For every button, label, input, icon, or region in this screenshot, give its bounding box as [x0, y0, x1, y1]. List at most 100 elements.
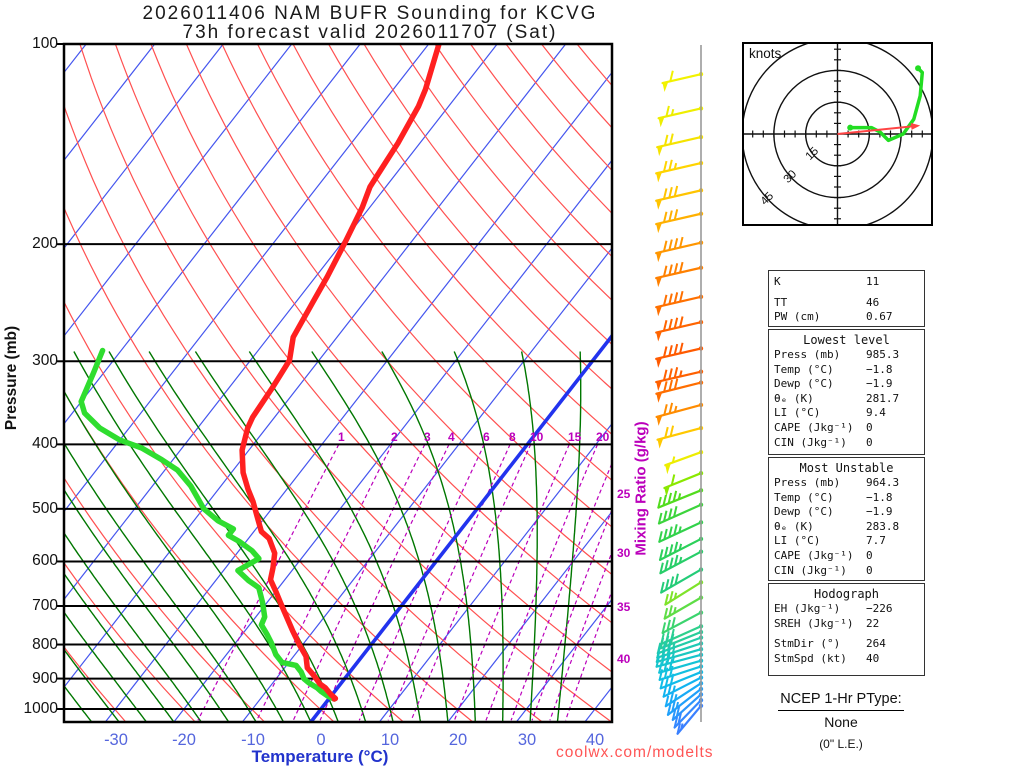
stats-row: K 11 [769, 275, 924, 290]
wind-barb [664, 681, 704, 708]
wind-barb [663, 595, 704, 620]
stats-value: 0 [866, 420, 873, 434]
mixing-ratio-label: 4 [448, 430, 455, 444]
pressure-tick-label: 1000 [23, 700, 58, 717]
wind-barb [657, 488, 704, 509]
pressure-tick-label: 800 [32, 636, 58, 653]
temperature-axis-title: Temperature (°C) [251, 747, 389, 766]
stats-value: 40 [866, 651, 880, 665]
wind-barb [655, 342, 704, 368]
stats-label: Temp (°C) [774, 490, 834, 504]
stats-row: CIN (Jkg⁻¹) 0 [769, 436, 924, 451]
wind-barb [655, 261, 704, 288]
stats-label: LI (°C) [774, 534, 821, 548]
stats-label: K [774, 275, 781, 288]
wind-barb [657, 502, 704, 525]
mixing-ratio-axis-title: Mixing Ratio (g/kg) [632, 421, 650, 556]
wind-barb [655, 209, 704, 234]
wind-barb [655, 236, 704, 263]
wind-barb [655, 185, 704, 210]
pressure-tick-label: 900 [32, 670, 58, 687]
temperature-tick-label: -30 [104, 731, 128, 749]
wind-barb [660, 567, 704, 594]
mixing-ratio-label: 3 [424, 430, 431, 444]
stats-label: CIN (Jkg⁻¹) [774, 435, 847, 449]
stats-row: θₑ (K) 283.8 [769, 520, 924, 535]
stats-value: 283.8 [866, 519, 900, 533]
stats-value: −1.8 [866, 362, 893, 376]
stats-row: SREH (Jkg⁻¹) 22 [769, 617, 924, 632]
wind-barb [664, 450, 704, 475]
hodograph-units-label: knots [749, 46, 782, 61]
mixing-ratio-label: 8 [509, 430, 516, 444]
stats-row: Temp (°C) −1.8 [769, 491, 924, 506]
wind-barb [664, 580, 704, 606]
wind-barb-column [655, 70, 704, 735]
stats-label: CIN (Jkg⁻¹) [774, 563, 847, 577]
stats-value: 281.7 [866, 391, 900, 405]
ptype-heading: NCEP 1-Hr PType: [745, 691, 937, 711]
stats-row: StmSpd (kt) 40 [769, 652, 924, 667]
chart-title-line1: 2026011406 NAM BUFR Sounding for KCVG [142, 3, 598, 24]
pressure-tick-label: 500 [32, 500, 58, 517]
pressure-tick-label: 700 [32, 597, 58, 614]
temperature-tick-label: 10 [380, 731, 400, 749]
wind-barb [658, 664, 704, 681]
wind-barb [655, 402, 704, 426]
mixing-ratio-label-right: 40 [617, 652, 631, 666]
stats-label: TT [774, 295, 788, 309]
stats-row: LI (°C) 7.7 [769, 534, 924, 549]
temperature-trace [239, 44, 442, 702]
ptype-value: None [824, 714, 858, 730]
stats-label: CAPE (Jkg⁻¹) [774, 548, 854, 562]
stats-label: Press (mb) [774, 476, 841, 489]
stats-value: 11 [866, 275, 880, 288]
stats-row: CAPE (Jkg⁻¹) 0 [769, 549, 924, 564]
mixing-ratio-label: 6 [483, 430, 490, 444]
pressure-tick-label: 300 [32, 352, 58, 369]
stats-row: PW (cm) 0.67 [769, 310, 924, 325]
stats-label: Dewp (°C) [774, 377, 834, 391]
stats-value: 46 [866, 295, 880, 309]
stats-row: StmDir (°) 264 [769, 637, 924, 652]
wind-barb [657, 105, 704, 128]
wind-barb [656, 133, 704, 157]
hodograph [742, 42, 933, 226]
stats-value: −1.8 [866, 490, 893, 504]
wind-barb [655, 652, 704, 668]
stats-label: PW (cm) [774, 310, 821, 324]
watermark-link[interactable]: coolwx.com/modelts [556, 744, 714, 761]
stats-row: Temp (°C) −1.8 [769, 363, 924, 378]
wind-barb [673, 698, 704, 729]
dewpoint-trace [78, 347, 338, 702]
stats-label: EH (Jkg⁻¹) [774, 602, 841, 615]
temperature-tick-label: 30 [517, 731, 537, 749]
pressure-tick-label: 400 [32, 435, 58, 452]
stats-value: 264 [866, 637, 886, 651]
pressure-axis-title: Pressure (mb) [3, 325, 20, 431]
chart-title-line2: 73h forecast valid 2026011707 (Sat) [182, 22, 558, 43]
stats-row: θₑ (K) 281.7 [769, 392, 924, 407]
wind-barb [655, 367, 704, 392]
stats-row: TT 46 [769, 296, 924, 311]
stats-value: 0.67 [866, 310, 893, 324]
stats-row: CIN (Jkg⁻¹) 0 [769, 564, 924, 579]
mixing-ratio-label: 15 [568, 430, 582, 444]
mixing-ratio-label: 10 [530, 430, 544, 444]
stats-value: 964.3 [866, 476, 900, 489]
stats-row: Press (mb) 985.3 [769, 348, 924, 363]
stats-box-title: Hodograph [813, 587, 880, 601]
storm-motion-arrow [837, 125, 915, 135]
stats-row: Dewp (°C) −1.9 [769, 377, 924, 392]
wind-barb [659, 669, 704, 690]
wind-barb [676, 703, 704, 735]
stats-label: Press (mb) [774, 348, 841, 361]
pressure-tick-label: 600 [32, 552, 58, 569]
wind-barb [656, 425, 704, 449]
stats-label: StmSpd (kt) [774, 651, 847, 665]
stats-value: 985.3 [866, 348, 900, 361]
wind-barb [663, 471, 704, 498]
stats-label: θₑ (K) [774, 519, 814, 533]
